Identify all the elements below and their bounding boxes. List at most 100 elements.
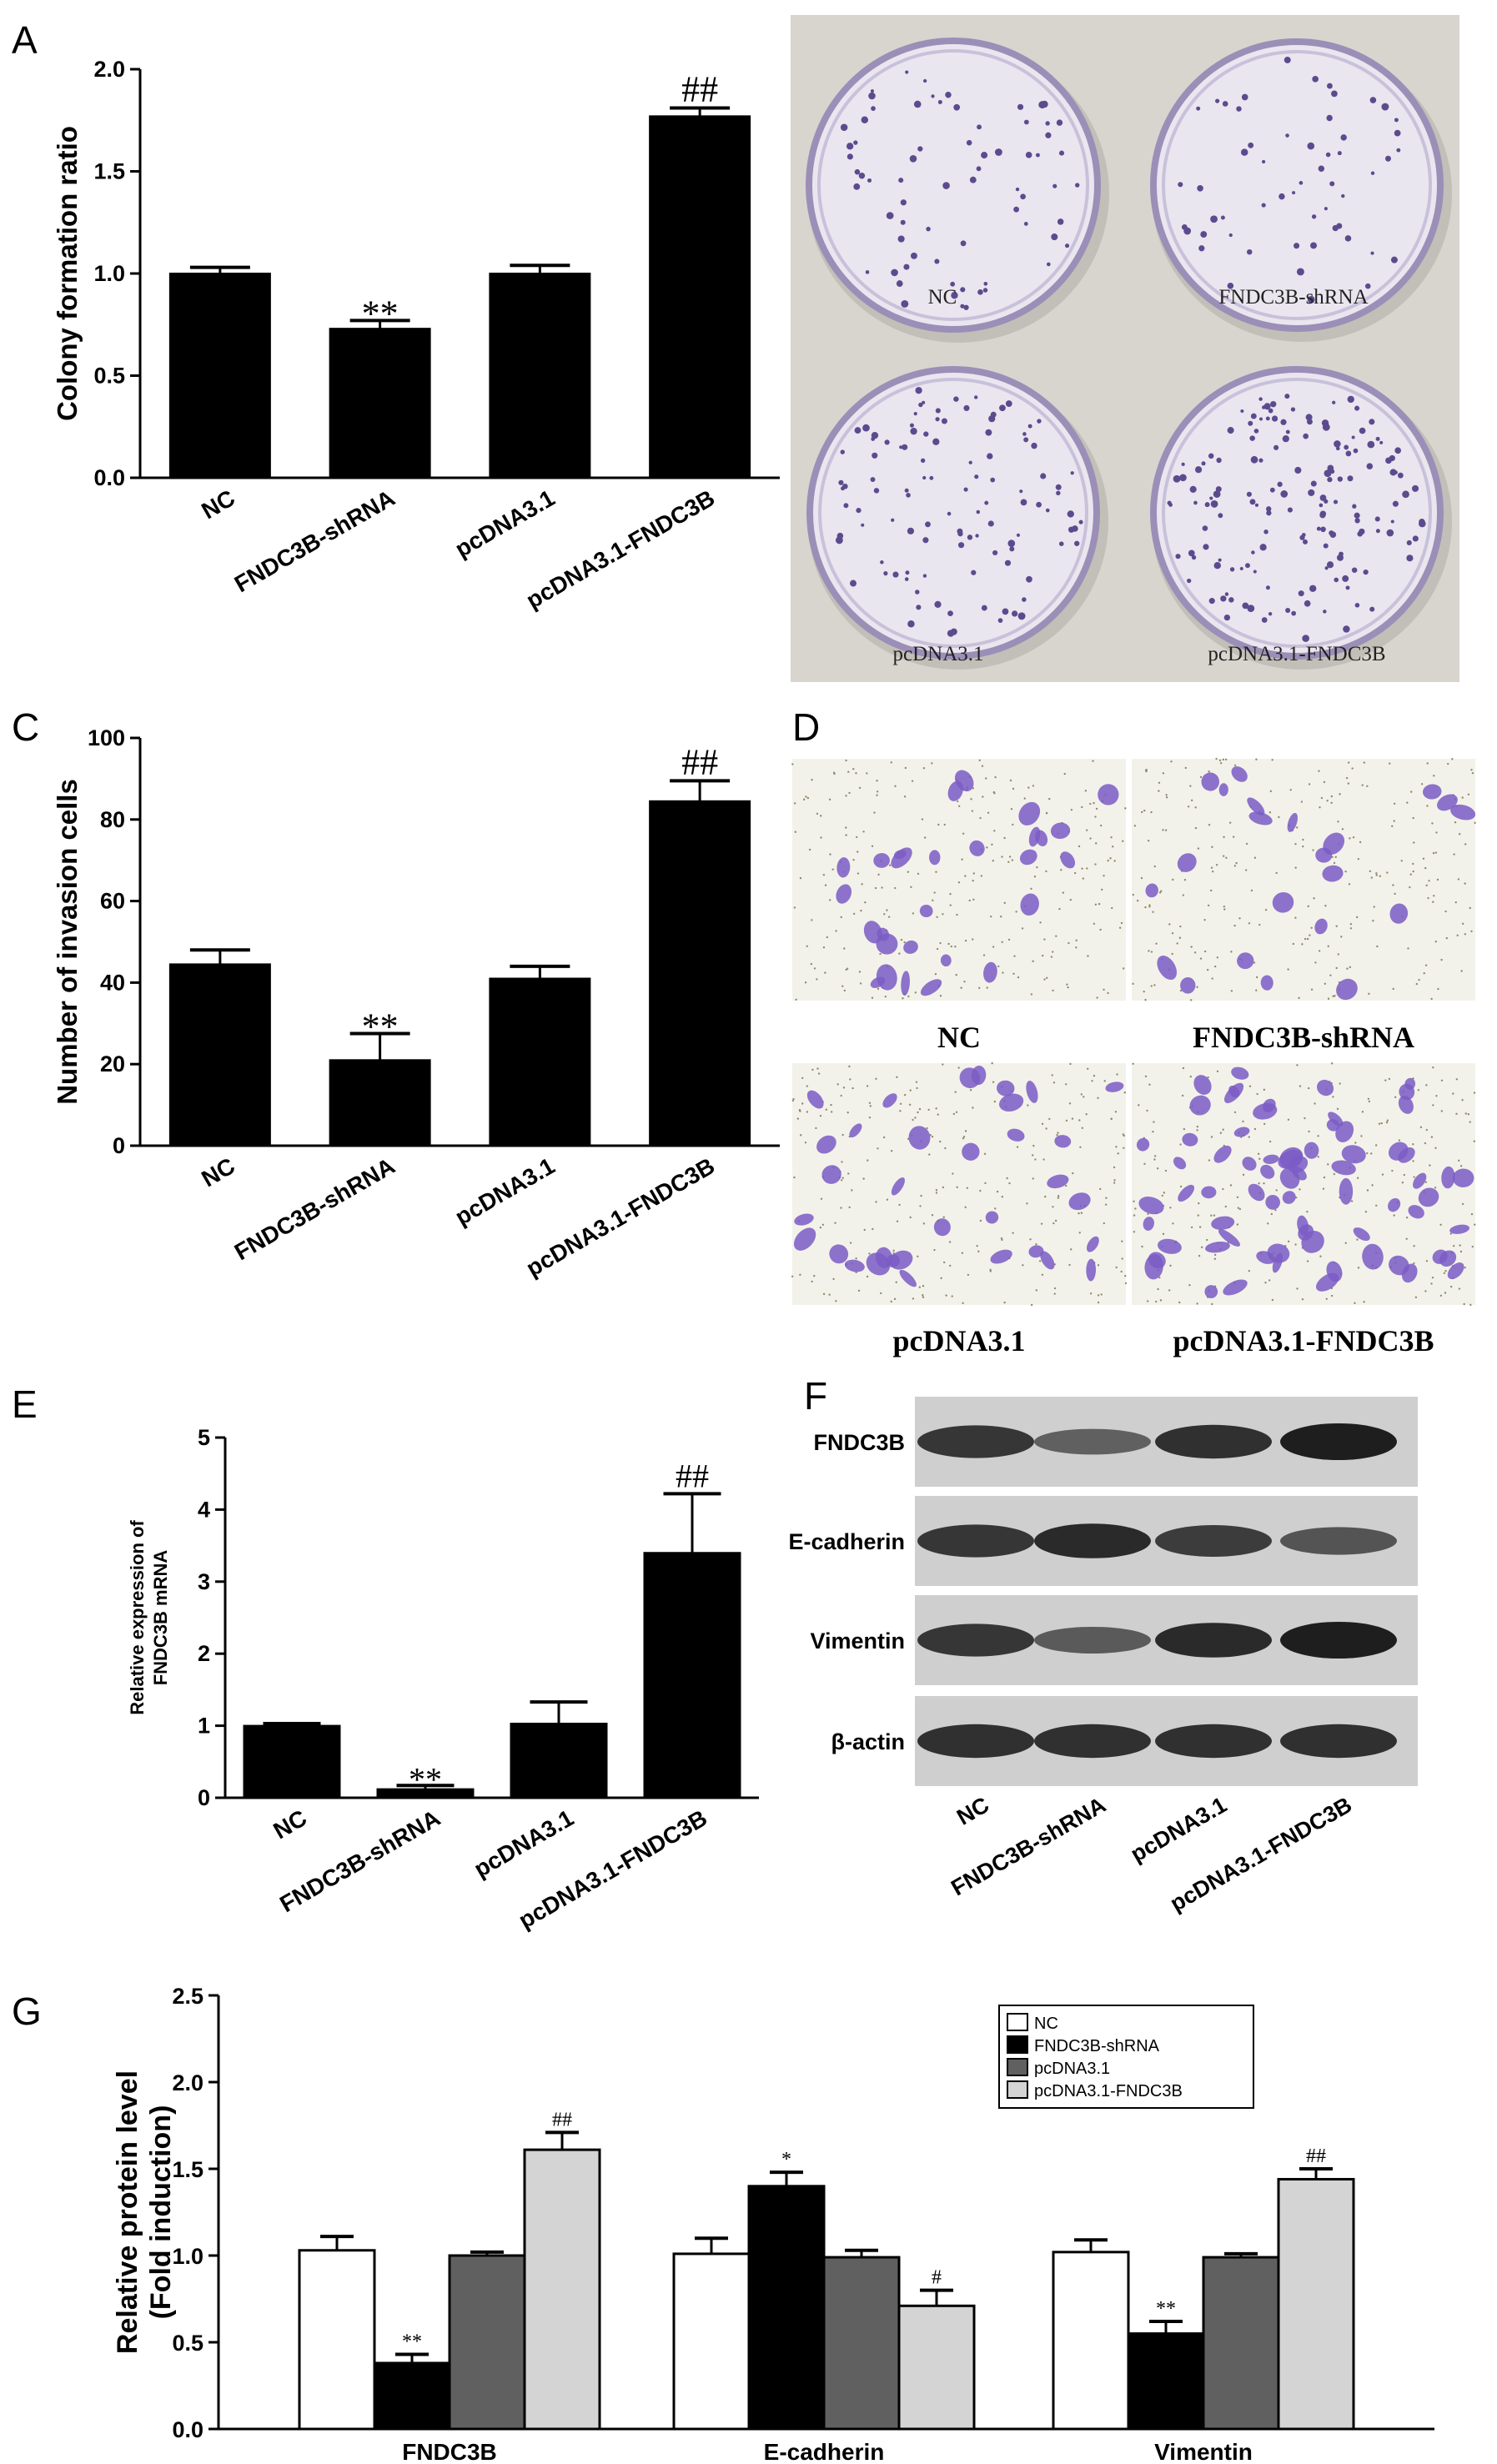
pore xyxy=(933,891,936,894)
colony xyxy=(1331,90,1338,98)
colony xyxy=(1258,397,1263,401)
y-tick-label: 20 xyxy=(100,1051,125,1076)
pore xyxy=(1190,946,1193,948)
pore xyxy=(1333,1172,1336,1176)
colony xyxy=(1394,118,1399,123)
pore xyxy=(1080,1093,1083,1096)
colony xyxy=(1009,546,1015,552)
colony xyxy=(1022,432,1027,436)
pore xyxy=(923,836,927,839)
pore xyxy=(1053,1287,1057,1290)
pore xyxy=(1118,926,1122,929)
invading-cell xyxy=(1035,830,1048,846)
pore xyxy=(1473,1140,1475,1142)
pore xyxy=(792,1097,795,1101)
pore xyxy=(841,1133,844,1137)
pore xyxy=(855,1257,857,1260)
colony xyxy=(906,493,911,498)
pore xyxy=(977,1250,980,1253)
pore xyxy=(1103,1222,1106,1225)
colony xyxy=(969,176,977,183)
invading-cell xyxy=(1138,1197,1164,1215)
invading-cell xyxy=(1040,1251,1055,1270)
colony xyxy=(1309,585,1317,592)
pore xyxy=(1222,855,1225,857)
colony xyxy=(902,444,908,450)
colony xyxy=(1203,544,1209,550)
pore xyxy=(824,884,827,886)
pore xyxy=(962,1136,966,1138)
pore xyxy=(1440,1079,1444,1081)
colony xyxy=(1347,395,1354,404)
colony xyxy=(1389,469,1397,476)
pore xyxy=(890,1300,892,1303)
pore xyxy=(1363,761,1365,764)
invading-cell xyxy=(1218,783,1228,796)
pore xyxy=(1196,1129,1198,1132)
invading-cell xyxy=(844,1259,865,1272)
colony xyxy=(1345,450,1352,457)
pore xyxy=(1216,956,1219,959)
pore xyxy=(1386,1119,1389,1122)
pore xyxy=(1432,851,1435,855)
pore xyxy=(1001,1196,1004,1198)
colony xyxy=(1258,417,1263,421)
colony xyxy=(1384,155,1391,162)
colony xyxy=(1285,607,1291,614)
pore xyxy=(1043,978,1046,981)
pore xyxy=(1287,1240,1290,1243)
pore xyxy=(1375,872,1378,875)
colony xyxy=(1026,575,1032,583)
pore xyxy=(1179,925,1182,928)
pore xyxy=(933,1248,936,1252)
invading-cell xyxy=(1020,893,1039,916)
colony xyxy=(1285,133,1289,138)
colony xyxy=(1354,603,1360,608)
invading-cell xyxy=(1223,1279,1248,1296)
colony xyxy=(1004,560,1012,566)
pore xyxy=(1097,1294,1100,1297)
pore xyxy=(1161,1194,1164,1197)
pore xyxy=(848,1065,851,1068)
colony xyxy=(920,458,926,463)
pore xyxy=(1063,772,1066,775)
pore xyxy=(1011,859,1014,861)
colony xyxy=(982,288,988,293)
pore xyxy=(886,909,888,911)
pore xyxy=(1016,1146,1019,1148)
pore xyxy=(1134,1207,1137,1210)
western-blot: FNDC3BE-cadherinVimentinβ-actinNCFNDC3B-… xyxy=(788,1397,1418,1916)
pore xyxy=(1071,1117,1074,1120)
pore xyxy=(1001,941,1003,944)
category-label: NC xyxy=(197,484,239,524)
colony xyxy=(947,630,955,637)
pore xyxy=(1369,870,1372,873)
invading-cell xyxy=(1231,1066,1249,1080)
pore xyxy=(1339,1082,1341,1085)
colony xyxy=(861,116,869,124)
pore xyxy=(1165,796,1168,799)
colony xyxy=(1248,142,1254,148)
colony xyxy=(1247,605,1255,612)
pore xyxy=(1435,831,1438,834)
dish-label: pcDNA3.1-FNDC3B xyxy=(1208,643,1385,665)
pore xyxy=(966,1187,969,1190)
colony xyxy=(1188,550,1195,557)
pore xyxy=(1114,1111,1118,1113)
pore xyxy=(1330,1062,1334,1065)
invading-cell xyxy=(1335,1121,1354,1142)
pore xyxy=(1155,1300,1158,1303)
micrograph xyxy=(1132,759,1475,1001)
pore xyxy=(804,981,807,984)
colony xyxy=(907,527,915,534)
bar xyxy=(168,963,271,1147)
pore xyxy=(1233,1111,1237,1114)
pore xyxy=(1105,1197,1108,1199)
pore xyxy=(1244,869,1248,871)
significance-label: ** xyxy=(409,1760,442,1798)
y-axis-title: (Fold induction) xyxy=(145,2105,177,2320)
colony xyxy=(1375,436,1380,441)
invading-cell xyxy=(836,857,851,878)
